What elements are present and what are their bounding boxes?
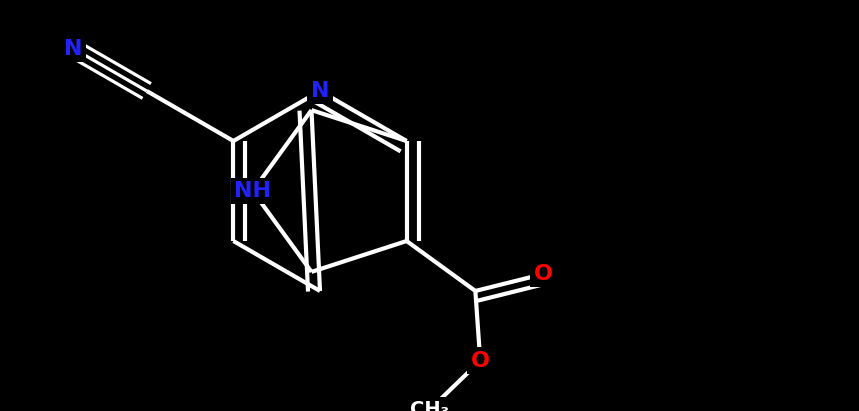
Text: N: N xyxy=(311,81,329,101)
Text: N: N xyxy=(64,39,82,58)
Text: NH: NH xyxy=(235,181,271,201)
Text: O: O xyxy=(533,264,553,284)
Text: CH₃: CH₃ xyxy=(411,400,449,411)
Text: O: O xyxy=(471,351,490,371)
